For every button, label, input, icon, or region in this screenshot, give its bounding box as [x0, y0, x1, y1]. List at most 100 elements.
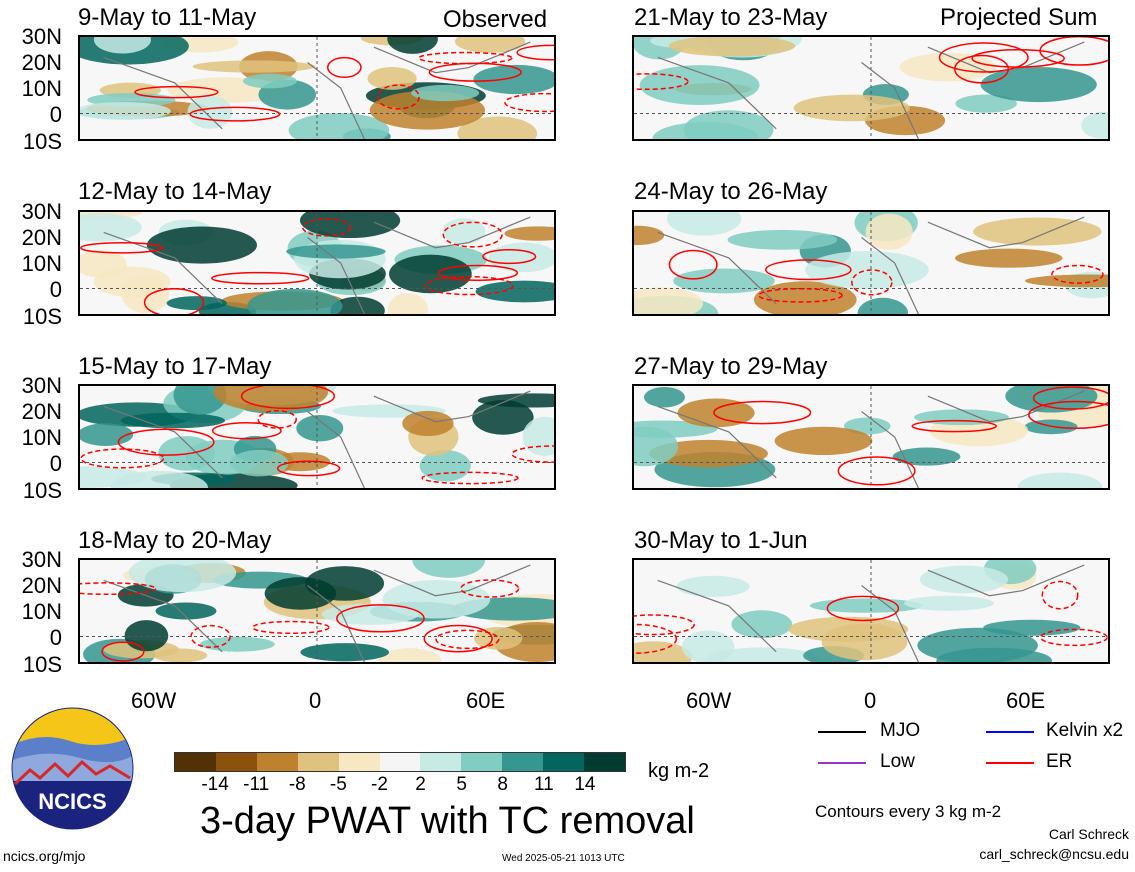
- pwat-anomaly-region: [288, 113, 390, 139]
- pwat-anomaly-region: [774, 426, 873, 455]
- pwat-anomaly-region: [124, 620, 169, 652]
- pwat-anomaly-region: [387, 293, 428, 314]
- colorbar-units: kg m-2: [648, 760, 710, 782]
- pwat-anomaly-region: [919, 565, 1009, 594]
- pwat-anomaly-region: [80, 423, 134, 447]
- lat-label: 10S: [22, 304, 62, 329]
- pwat-anomaly-region: [411, 84, 480, 102]
- author: Carl Schreck: [1048, 826, 1129, 842]
- er-contour: [757, 287, 843, 303]
- pwat-anomaly-region: [1081, 111, 1108, 139]
- pwat-anomaly-region: [727, 229, 838, 250]
- pwat-anomaly-region: [475, 280, 554, 303]
- pwat-anomaly-region: [382, 580, 491, 619]
- legend-mjo-line: [818, 731, 866, 733]
- coastline: [657, 564, 1085, 662]
- pwat-anomaly-region: [634, 641, 693, 662]
- colorbar-tick: 8: [497, 774, 509, 795]
- pwat-anomaly-region: [983, 619, 1081, 636]
- er-contour: [101, 641, 145, 662]
- lat-label: 20N: [21, 50, 62, 75]
- colorbar-swatch: [584, 753, 625, 771]
- er-contour: [211, 422, 282, 440]
- pwat-anomaly-region: [904, 595, 994, 611]
- pwat-anomaly-region: [80, 250, 127, 278]
- lat-label: 10N: [21, 599, 62, 624]
- legend-er-line: [986, 762, 1034, 764]
- colorbar-swatch: [379, 753, 421, 771]
- legend-low-line: [818, 762, 866, 764]
- colorbar-swatch: [338, 753, 380, 771]
- er-contour: [80, 582, 157, 596]
- er-contour: [1039, 628, 1108, 647]
- author-email[interactable]: carl_schreck@ncsu.edu: [979, 846, 1129, 862]
- site-link[interactable]: ncics.org/mjo: [3, 848, 86, 864]
- panel-title-8: 30-May to 1-Jun: [634, 527, 808, 554]
- panel-title-1: 9-May to 11-May: [78, 4, 257, 31]
- pwat-anomaly-region: [146, 226, 258, 264]
- pwat-anomaly-region: [639, 65, 760, 106]
- map-panel-30-may: [632, 558, 1110, 664]
- pwat-anomaly-region: [892, 447, 961, 466]
- colorbar-swatch: [420, 753, 462, 771]
- er-contour: [460, 579, 520, 598]
- er-contour: [1032, 386, 1108, 410]
- map-field: [634, 560, 1108, 662]
- er-contour: [423, 624, 493, 653]
- pwat-anomaly-region: [300, 643, 390, 662]
- pwat-anomaly-region: [477, 393, 554, 408]
- pwat-anomaly-region: [973, 217, 1102, 246]
- map-field: [634, 212, 1108, 314]
- colorbar-swatch: [256, 753, 298, 771]
- er-contour: [634, 73, 689, 91]
- map-panel-21-may: [632, 35, 1110, 141]
- pwat-anomaly-region: [367, 66, 417, 90]
- pwat-anomaly-region: [731, 610, 793, 639]
- colorbar-swatch: [461, 753, 503, 771]
- lat-label: 20N: [21, 225, 62, 250]
- lat-label: 0: [49, 277, 62, 302]
- pwat-anomaly-region: [187, 95, 233, 129]
- map-panel-24-may: [632, 210, 1110, 316]
- pwat-anomaly-region: [504, 226, 554, 241]
- er-contour: [482, 249, 537, 265]
- lat-label: 10N: [21, 251, 62, 276]
- legend-kelvin-line: [986, 731, 1034, 733]
- pwat-anomaly-region: [80, 102, 171, 120]
- lon-label-60e-left: 60E: [466, 688, 506, 713]
- er-contour: [134, 85, 219, 99]
- pwat-anomaly-region: [378, 648, 442, 662]
- pwat-anomaly-region: [419, 449, 471, 482]
- colorbar-tick: -11: [243, 774, 270, 795]
- legend-mjo-label: MJO: [880, 720, 921, 741]
- er-contour: [634, 623, 678, 654]
- pwat-anomaly-region: [753, 281, 857, 314]
- lon-label-60e-right: 60E: [1006, 688, 1046, 713]
- panel-title-4: 18-May to 20-May: [78, 527, 272, 554]
- er-contour: [418, 51, 513, 65]
- pwat-anomaly-region: [821, 623, 908, 661]
- pwat-anomaly-region: [128, 560, 237, 593]
- pwat-anomaly-region: [865, 213, 913, 250]
- lat-label: 20N: [21, 573, 62, 598]
- pwat-anomaly-region: [1017, 472, 1103, 488]
- projected-label: Projected Sum: [940, 4, 1098, 31]
- map-panel-9-may: [78, 35, 556, 141]
- colorbar: [174, 752, 626, 772]
- er-contour: [911, 419, 997, 433]
- contour-note: Contours every 3 kg m-2: [815, 802, 1002, 821]
- pwat-anomaly-region: [980, 66, 1097, 103]
- lat-label: 0: [49, 102, 62, 127]
- lat-label: 30N: [21, 547, 62, 572]
- er-contour: [80, 242, 164, 254]
- er-contour: [428, 62, 522, 82]
- pwat-anomaly-region: [454, 37, 526, 53]
- pwat-anomaly-region: [1005, 386, 1098, 413]
- timestamp: Wed 2025-05-21 1013 UTC: [502, 853, 625, 864]
- pwat-anomaly-region: [213, 386, 328, 412]
- pwat-anomaly-region: [389, 254, 472, 294]
- lat-label: 30N: [21, 199, 62, 224]
- pwat-anomaly-region: [247, 288, 343, 314]
- panel-title-3: 15-May to 17-May: [78, 353, 272, 380]
- colorbar-swatch: [502, 753, 544, 771]
